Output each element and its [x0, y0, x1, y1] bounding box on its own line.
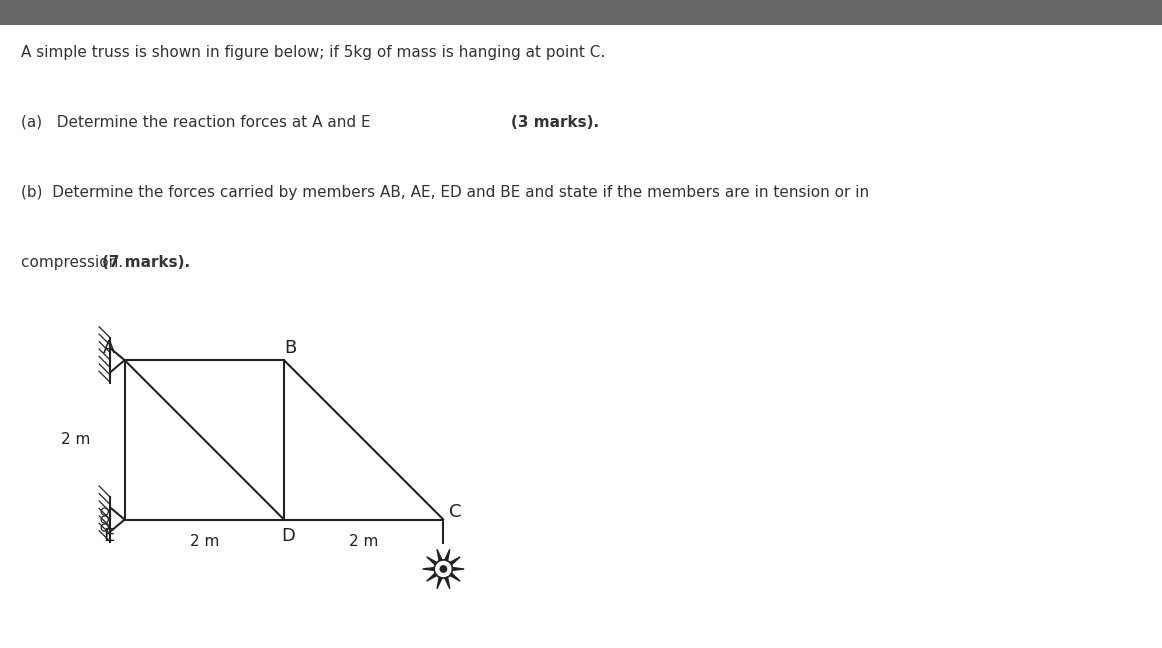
Circle shape	[435, 560, 452, 578]
Polygon shape	[437, 550, 442, 561]
Text: A: A	[102, 340, 115, 357]
Polygon shape	[445, 550, 450, 561]
Polygon shape	[423, 568, 435, 570]
Polygon shape	[450, 557, 460, 565]
Text: 2 m: 2 m	[189, 534, 218, 549]
Text: D: D	[281, 527, 295, 544]
Polygon shape	[426, 557, 437, 565]
Polygon shape	[450, 573, 460, 581]
Polygon shape	[445, 577, 450, 588]
Text: A simple truss is shown in figure below; if 5kg of mass is hanging at point C.: A simple truss is shown in figure below;…	[21, 45, 605, 60]
Text: E: E	[103, 527, 114, 544]
Text: (b)  Determine the forces carried by members AB, AE, ED and BE and state if the : (b) Determine the forces carried by memb…	[21, 185, 869, 200]
Text: compression.: compression.	[21, 255, 128, 270]
Circle shape	[440, 566, 446, 572]
Text: C: C	[449, 503, 461, 520]
Text: B: B	[285, 340, 296, 357]
Text: 2 m: 2 m	[60, 432, 89, 447]
Polygon shape	[452, 568, 464, 570]
Text: (a)   Determine the reaction forces at A and E: (a) Determine the reaction forces at A a…	[21, 115, 375, 130]
Polygon shape	[426, 573, 437, 581]
Polygon shape	[437, 577, 442, 588]
Text: (3 marks).: (3 marks).	[511, 115, 600, 130]
Text: (7 marks).: (7 marks).	[102, 255, 191, 270]
Text: 2 m: 2 m	[349, 534, 379, 549]
